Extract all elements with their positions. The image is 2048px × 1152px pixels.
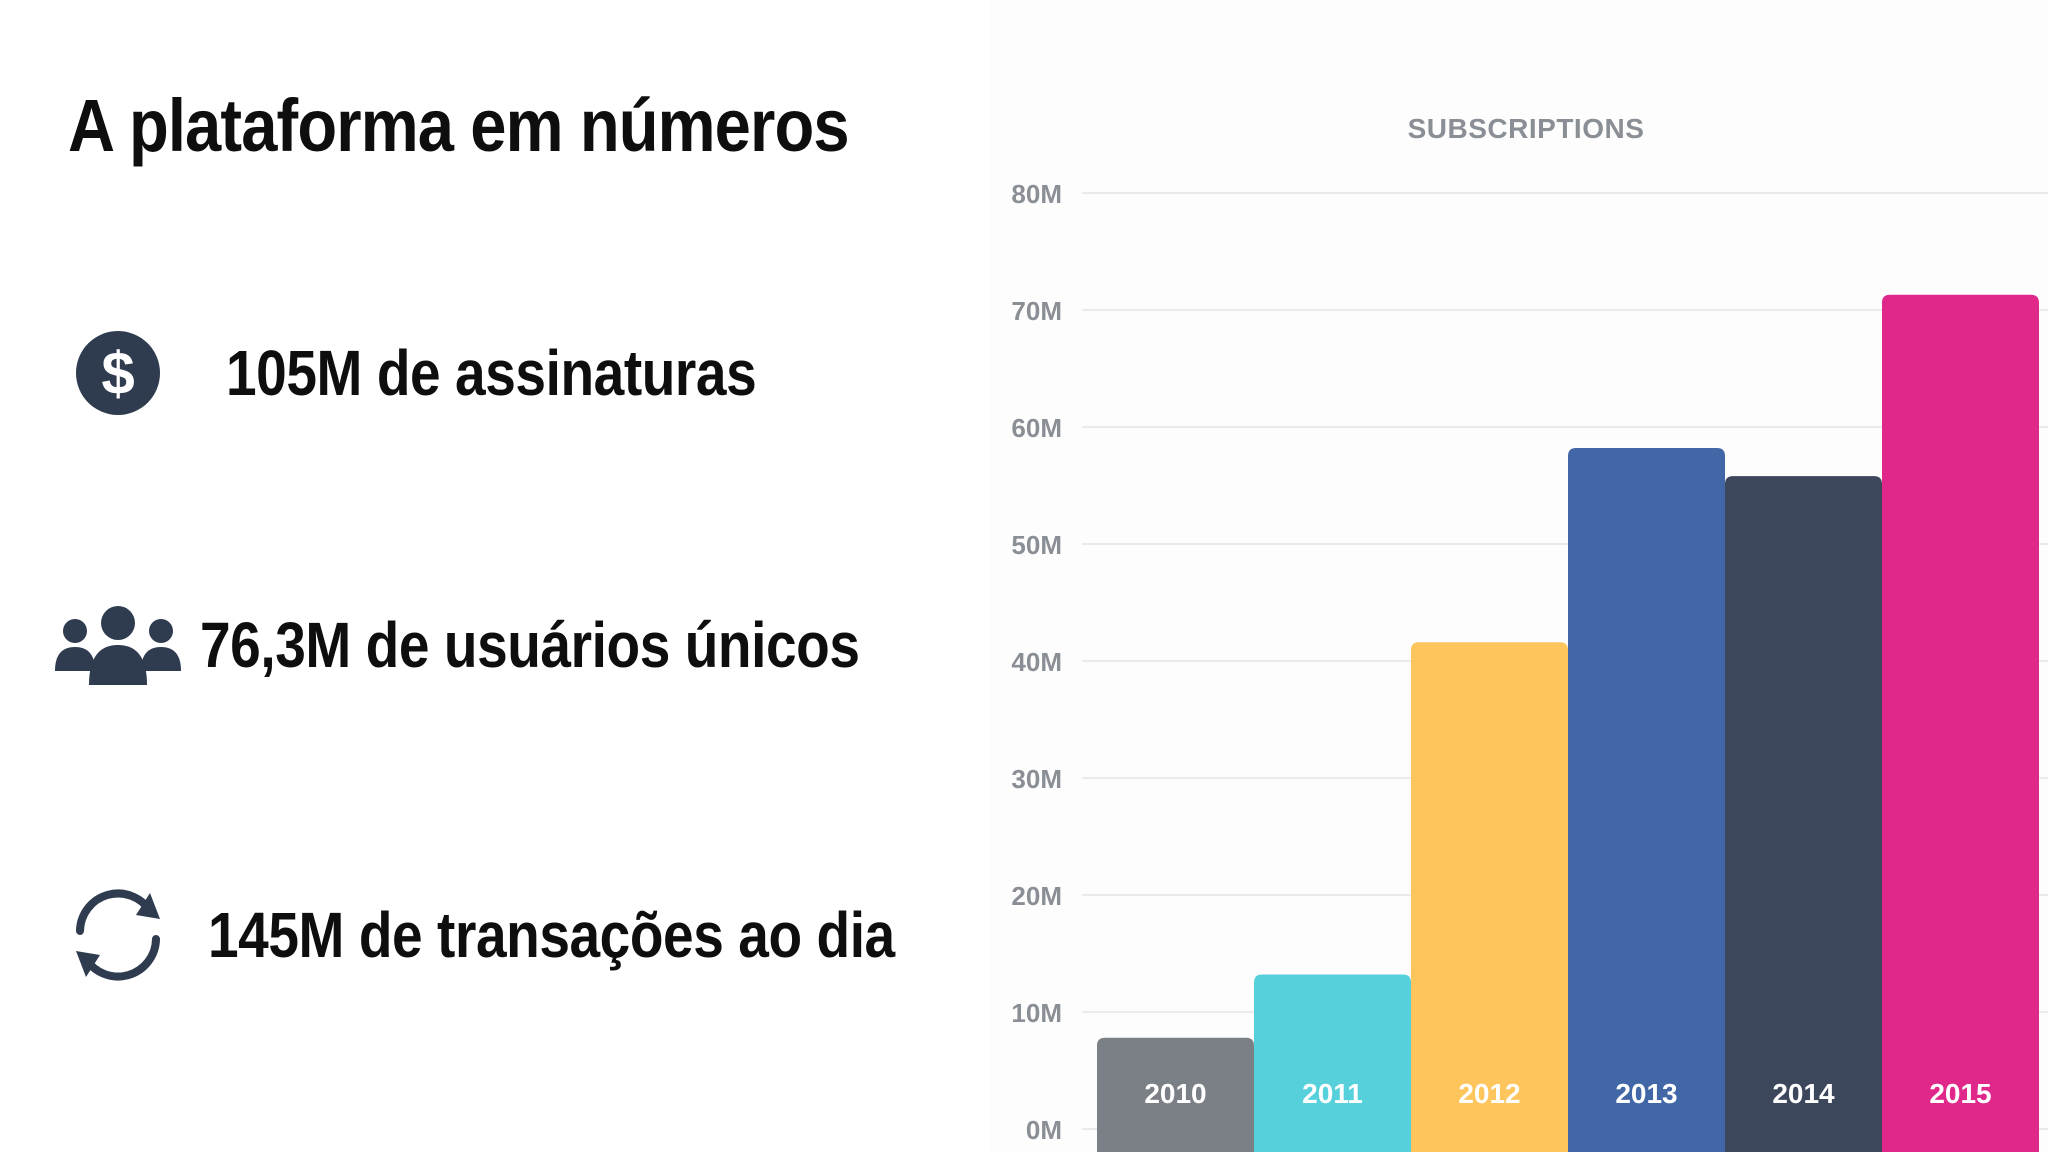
bar-2015 (1882, 294, 2039, 1152)
stat-unique-users: 76,3M de usuários únicos (48, 590, 967, 700)
y-tick-label: 60M (1011, 413, 1062, 443)
stat-subscriptions-text: 105M de assinaturas (226, 337, 757, 409)
bar-2014 (1725, 476, 1882, 1152)
y-tick-label: 20M (1011, 881, 1062, 911)
stat-subscriptions: $ 105M de assinaturas (48, 318, 843, 428)
refresh-cycle-icon (48, 880, 188, 990)
y-tick-label: 50M (1011, 530, 1062, 560)
y-tick-label: 30M (1011, 764, 1062, 794)
x-tick-label: 2013 (1615, 1078, 1677, 1109)
x-tick-label: 2015 (1929, 1078, 1991, 1109)
x-tick-label: 2014 (1772, 1078, 1835, 1109)
bar-2012 (1411, 642, 1568, 1152)
x-tick-label: 2011 (1302, 1078, 1363, 1109)
page-title: A plataforma em números (68, 84, 850, 167)
y-tick-label: 0M (1026, 1115, 1062, 1145)
stat-unique-users-text: 76,3M de usuários únicos (200, 609, 860, 681)
bar-2011 (1254, 974, 1411, 1152)
bar-2013 (1568, 448, 1725, 1152)
y-tick-label: 70M (1011, 296, 1062, 326)
y-tick-label: 40M (1011, 647, 1062, 677)
x-tick-label: 2012 (1458, 1078, 1520, 1109)
svg-text:$: $ (101, 340, 134, 407)
dollar-icon: $ (48, 318, 188, 428)
chart-title: SUBSCRIPTIONS (1408, 113, 1645, 144)
users-group-icon (48, 590, 188, 700)
y-tick-label: 80M (1011, 179, 1062, 209)
stat-transactions-text: 145M de transações ao dia (208, 899, 895, 971)
x-tick-label: 2010 (1144, 1078, 1206, 1109)
y-tick-label: 10M (1011, 998, 1062, 1028)
stat-transactions: 145M de transações ao dia (48, 880, 1007, 990)
bar-2010 (1097, 1037, 1254, 1152)
